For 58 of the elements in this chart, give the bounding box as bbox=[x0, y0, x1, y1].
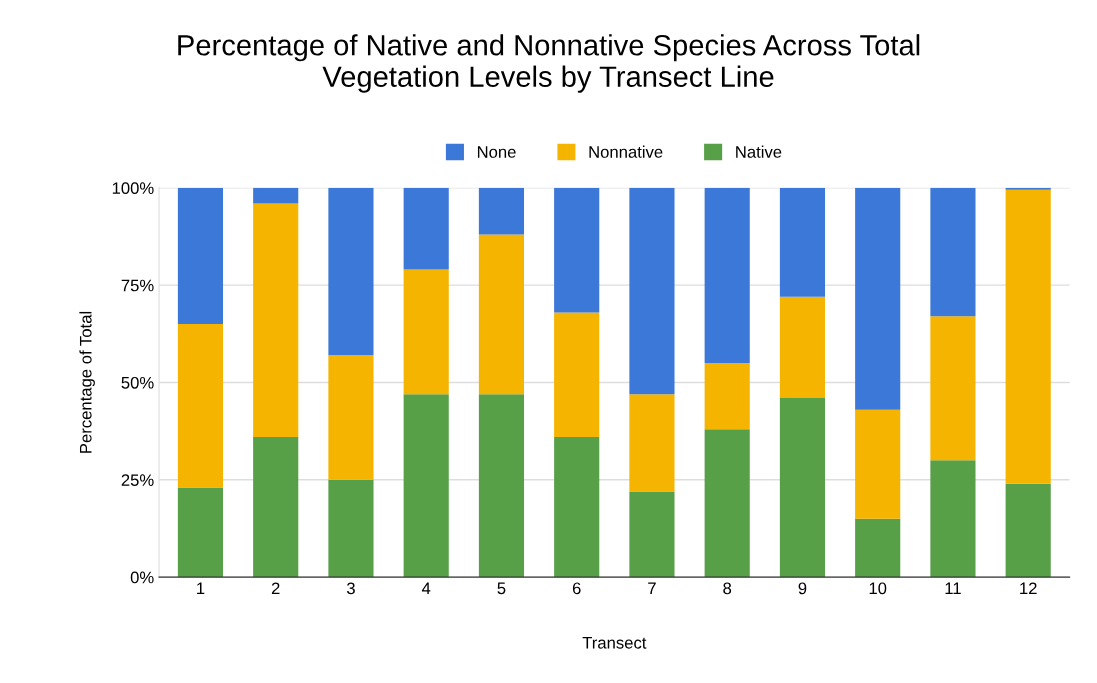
x-tick-label: 8 bbox=[723, 582, 732, 595]
x-tick-label: 7 bbox=[648, 582, 656, 595]
bar bbox=[253, 187, 299, 204]
bar bbox=[554, 312, 600, 437]
bar bbox=[704, 363, 750, 430]
bar bbox=[1005, 483, 1051, 578]
y-tick-label: 75% bbox=[121, 279, 154, 292]
bar bbox=[779, 296, 826, 399]
bar bbox=[403, 187, 449, 270]
bar bbox=[328, 479, 374, 578]
chart-title: Percentage of Native and Nonnative Species Across Total Vegetation Levels by Transect Line bbox=[178, 34, 920, 93]
x-tick-label: 11 bbox=[945, 582, 961, 595]
bar bbox=[779, 187, 826, 297]
bar bbox=[1005, 189, 1051, 484]
bar bbox=[328, 355, 374, 480]
bar bbox=[403, 394, 449, 578]
bar bbox=[403, 269, 449, 395]
bar bbox=[177, 487, 224, 578]
bar bbox=[629, 491, 675, 578]
legend-label: None bbox=[477, 146, 516, 158]
bar bbox=[177, 187, 224, 325]
x-tick-label: 3 bbox=[346, 582, 355, 595]
y-axis-title: Percentage of Total bbox=[79, 311, 95, 453]
bar bbox=[855, 409, 901, 519]
bar bbox=[554, 187, 600, 313]
legend-label: Native bbox=[736, 145, 782, 158]
bar bbox=[779, 398, 826, 578]
bar bbox=[478, 234, 525, 395]
y-tick-label: 25% bbox=[121, 474, 154, 487]
x-tick-label: 10 bbox=[869, 582, 887, 595]
y-tick-label: 50% bbox=[121, 376, 154, 389]
bar bbox=[855, 518, 901, 578]
bar bbox=[629, 187, 675, 395]
bar bbox=[554, 436, 600, 578]
bar bbox=[253, 203, 299, 437]
x-tick-label: 2 bbox=[271, 582, 280, 595]
legend-label: Nonnative bbox=[589, 145, 663, 158]
y-tick-label: 0% bbox=[130, 571, 154, 584]
bar bbox=[478, 187, 525, 235]
x-tick-label: 9 bbox=[798, 582, 807, 595]
bar bbox=[704, 429, 750, 578]
x-tick-label: 5 bbox=[497, 582, 506, 595]
bar bbox=[930, 460, 976, 578]
bar bbox=[704, 187, 750, 364]
bar bbox=[930, 187, 976, 317]
bar bbox=[478, 394, 525, 578]
x-tick-label: 1 bbox=[197, 582, 205, 595]
bar bbox=[177, 324, 224, 488]
x-tick-label: 12 bbox=[1020, 582, 1037, 595]
x-tick-label: 6 bbox=[572, 582, 581, 595]
bar bbox=[855, 187, 901, 410]
x-tick-label: 4 bbox=[421, 582, 431, 595]
bar bbox=[253, 436, 299, 578]
y-tick-label: 100% bbox=[112, 182, 154, 195]
bar bbox=[328, 187, 374, 356]
x-axis-title: Transect bbox=[582, 637, 647, 649]
bar bbox=[629, 394, 675, 492]
bar bbox=[930, 316, 976, 461]
